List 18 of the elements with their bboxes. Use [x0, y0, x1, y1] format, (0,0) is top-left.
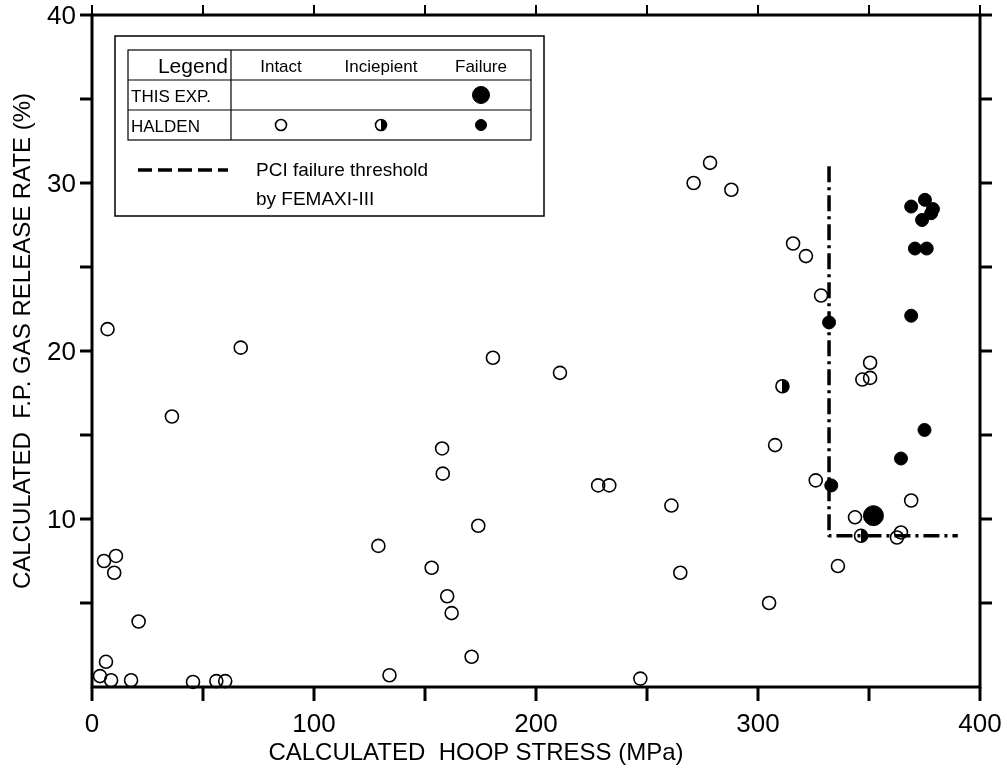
y-tick-label: 20 [47, 336, 76, 366]
legend-title: Legend [157, 54, 228, 77]
y-tick-label: 10 [47, 504, 76, 534]
y-axis-title: CALCULATED F.P. GAS RELEASE RATE (%) [8, 92, 35, 590]
x-tick-label: 200 [514, 708, 558, 738]
y-tick-label: 40 [47, 0, 76, 30]
annotation: Intact [260, 57, 303, 76]
annotation: Failure [455, 57, 507, 76]
x-tick-label: 300 [736, 708, 780, 738]
x-tick-label: 100 [292, 708, 336, 738]
x-axis-title: CALCULATED HOOP STRESS (MPa) [268, 738, 684, 765]
annotation: HALDEN [131, 117, 200, 136]
x-tick-label: 0 [84, 708, 100, 738]
x-tick-label: 400 [958, 708, 1002, 738]
y-tick-label: 30 [47, 168, 76, 198]
annotation: Inciepient [344, 57, 418, 76]
annotation: THIS EXP. [131, 87, 211, 106]
legend-label: PCI failure threshold by FEMAXI-III [256, 159, 429, 209]
